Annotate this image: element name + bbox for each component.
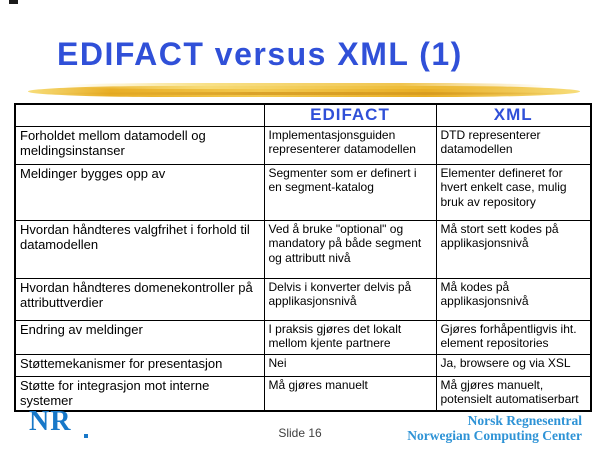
table-row: Hvordan håndteres valgfrihet i forhold t…	[14, 219, 592, 279]
edifact-cell: Implementasjonsguiden representerer data…	[263, 125, 437, 165]
xml-cell: Gjøres forhåpentligvis iht. element repo…	[435, 319, 592, 355]
xml-cell: Må kodes på applikasjonsnivå	[435, 277, 592, 321]
feature-cell: Støtte for integrasjon mot interne syste…	[14, 375, 265, 412]
nr-logo-text: NR	[29, 406, 72, 437]
organization-footer: Norsk Regnesentral Norwegian Computing C…	[407, 413, 582, 443]
column-header-edifact: EDIFACT	[263, 103, 437, 127]
edifact-cell: Ved å bruke "optional" og mandatory på b…	[263, 219, 437, 279]
comparison-table: EDIFACT XML Forholdet mellom datamodell …	[14, 103, 592, 412]
table-row: Støttemekanismer for presentasjon Nei Ja…	[14, 353, 592, 377]
footer-line-norwegian: Norsk Regnesentral	[467, 413, 582, 428]
slide-title: EDIFACT versus XML (1)	[57, 36, 463, 72]
xml-cell: DTD representerer datamodellen	[435, 125, 592, 165]
feature-cell: Forholdet mellom datamodell og meldingsi…	[14, 125, 265, 165]
feature-cell: Hvordan håndteres domenekontroller på at…	[14, 277, 265, 321]
table-row: Forholdet mellom datamodell og meldingsi…	[14, 125, 592, 165]
xml-cell: Ja, browsere og via XSL	[435, 353, 592, 377]
table-row: Meldinger bygges opp av Segmenter som er…	[14, 163, 592, 221]
edifact-cell: Nei	[263, 353, 437, 377]
column-header-xml: XML	[435, 103, 592, 127]
title-underline-brushstroke	[28, 83, 580, 97]
table-row: Støtte for integrasjon mot interne syste…	[14, 375, 592, 412]
edifact-cell: Delvis i konverter delvis på applikasjon…	[263, 277, 437, 321]
xml-cell: Elementer defineret for hvert enkelt cas…	[435, 163, 592, 221]
corner-artifact-mark	[9, 0, 18, 4]
edifact-cell: Segmenter som er definert i en segment-k…	[263, 163, 437, 221]
xml-cell: Må stort sett kodes på applikasjonsnivå	[435, 219, 592, 279]
table-row: Endring av meldinger I praksis gjøres de…	[14, 319, 592, 355]
xml-cell: Må gjøres manuelt, potensielt automatise…	[435, 375, 592, 412]
edifact-cell: Må gjøres manuelt	[263, 375, 437, 412]
column-header-feature	[14, 103, 265, 127]
feature-cell: Støttemekanismer for presentasjon	[14, 353, 265, 377]
table-header-row: EDIFACT XML	[14, 103, 592, 127]
footer-line-english: Norwegian Computing Center	[407, 428, 582, 443]
feature-cell: Hvordan håndteres valgfrihet i forhold t…	[14, 219, 265, 279]
feature-cell: Endring av meldinger	[14, 319, 265, 355]
edifact-cell: I praksis gjøres det lokalt mellom kjent…	[263, 319, 437, 355]
nr-logo: NR	[29, 406, 89, 438]
table-row: Hvordan håndteres domenekontroller på at…	[14, 277, 592, 321]
feature-cell: Meldinger bygges opp av	[14, 163, 265, 221]
slide-number-label: Slide 16	[278, 426, 322, 440]
